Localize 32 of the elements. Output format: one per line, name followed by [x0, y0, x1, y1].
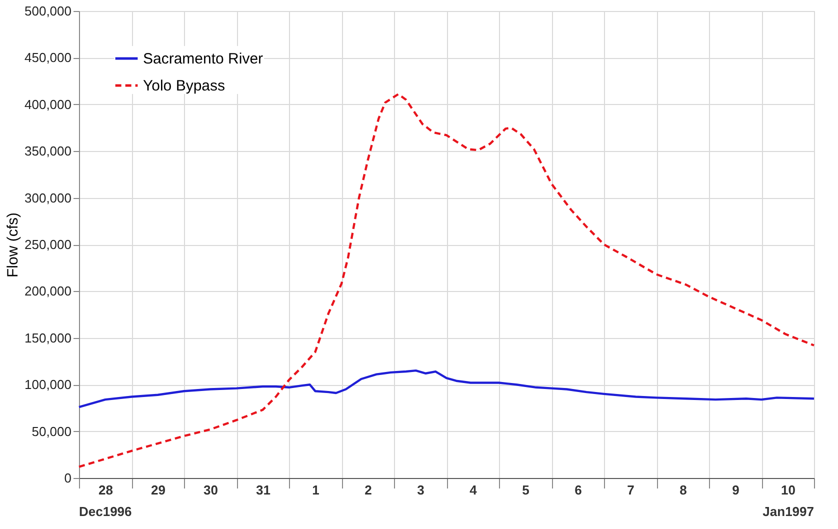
y-axis-title: Flow (cfs)	[4, 212, 22, 278]
x-tick-label: 28	[98, 482, 113, 498]
x-tick-label: 6	[574, 482, 582, 498]
text: Dec1996	[79, 504, 132, 519]
text: Jan1997	[762, 504, 814, 519]
y-tick-label: 0	[64, 470, 72, 486]
y-tick-label: 200,000	[24, 284, 72, 299]
line-series	[78, 93, 816, 468]
y-tick-label: 300,000	[24, 190, 72, 206]
legend-label: Yolo Bypass	[143, 78, 226, 94]
y-tick-label: 350,000	[24, 144, 72, 159]
x-tick-label: 31	[256, 482, 270, 498]
x-tick-label: 8	[680, 482, 687, 498]
x-tick-label: 30	[204, 482, 218, 498]
x-tick-label: 3	[417, 482, 424, 498]
line-series	[78, 369, 816, 408]
x-tick-label: 5	[522, 482, 530, 498]
y-tick-label: 150,000	[24, 330, 72, 346]
x-tick-label: 2	[364, 482, 372, 498]
x-tick-label: 4	[470, 482, 478, 498]
x-tick-label: 7	[627, 482, 634, 498]
y-tick-label: 100,000	[24, 377, 72, 392]
x-tick-label: 29	[151, 482, 166, 498]
y-tick-label: 400,000	[24, 96, 72, 112]
x-tick-label: 10	[781, 482, 796, 498]
x-tick-label: 1	[312, 482, 320, 498]
legend-label: Sacramento River	[143, 50, 264, 68]
y-tick-label: 500,000	[24, 4, 72, 18]
y-tick-label: 450,000	[24, 50, 72, 66]
y-tick-label: 250,000	[24, 237, 72, 252]
x-tick-label: 9	[732, 482, 740, 498]
y-tick-label: 50,000	[32, 424, 72, 439]
